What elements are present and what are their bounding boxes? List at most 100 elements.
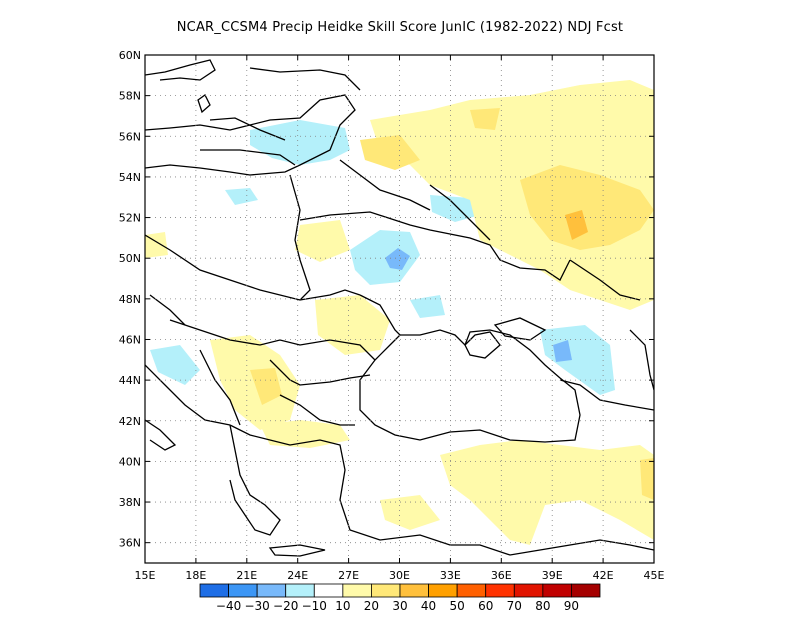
colorbar-swatch bbox=[513, 583, 544, 598]
x-tick-label: 42E bbox=[593, 569, 614, 582]
skill-patch bbox=[150, 345, 200, 385]
y-tick-label: 44N bbox=[119, 374, 141, 387]
skill-patch bbox=[145, 232, 168, 258]
coastlines-borders bbox=[145, 59, 654, 557]
colorbar-label: 40 bbox=[421, 599, 436, 613]
skill-patch bbox=[440, 440, 654, 545]
black-sea-coast bbox=[359, 329, 581, 443]
skill-patch bbox=[640, 458, 654, 500]
x-tick-label: 33E bbox=[440, 569, 461, 582]
colorbar-label: −30 bbox=[244, 599, 269, 613]
y-tick-label: 38N bbox=[119, 496, 141, 509]
skill-patch bbox=[540, 325, 615, 395]
skill-patch bbox=[553, 340, 572, 362]
x-tick-label: 45E bbox=[644, 569, 665, 582]
skill-patch bbox=[225, 188, 258, 205]
colorbar-swatch bbox=[285, 583, 315, 598]
country-border bbox=[339, 159, 431, 211]
skill-patch bbox=[360, 135, 420, 170]
colorbar-swatch bbox=[256, 583, 287, 598]
aegean-coast bbox=[229, 424, 654, 556]
crimea-coast bbox=[464, 331, 501, 359]
skill-patch bbox=[370, 80, 654, 310]
colorbar-swatch bbox=[399, 583, 429, 598]
y-tick-label: 52N bbox=[119, 212, 141, 225]
azov-coast bbox=[493, 317, 547, 341]
skill-patch bbox=[350, 230, 420, 285]
colorbar-swatch bbox=[371, 583, 401, 598]
colorbar-label: 30 bbox=[392, 599, 407, 613]
skill-shading bbox=[145, 80, 654, 545]
x-tick-label: 21E bbox=[236, 569, 257, 582]
y-tick-label: 42N bbox=[119, 415, 141, 428]
colorbar-label: −10 bbox=[302, 599, 327, 613]
x-tick-label: 36E bbox=[491, 569, 512, 582]
caspian-coast bbox=[629, 329, 654, 391]
skill-patch bbox=[410, 295, 445, 318]
colorbar-swatch bbox=[228, 583, 258, 598]
colorbar-swatch bbox=[313, 583, 344, 598]
colorbar-label: 70 bbox=[507, 599, 522, 613]
y-tick-label: 54N bbox=[119, 171, 141, 184]
x-tick-label: 18E bbox=[185, 569, 206, 582]
colorbar-label: 60 bbox=[478, 599, 493, 613]
gotland bbox=[197, 94, 211, 114]
country-border bbox=[429, 184, 491, 241]
y-tick-label: 58N bbox=[119, 90, 141, 103]
colorbar-label: 90 bbox=[564, 599, 579, 613]
colorbar-labels: −40 −30 −20 −10 10 20 30 40 50 60 70 80 90 bbox=[216, 599, 579, 613]
country-border bbox=[299, 211, 571, 281]
colorbar-swatch bbox=[456, 583, 487, 598]
y-axis: 36N 38N 40N 42N 44N 46N 48N 50N 52N 54N 56N 58N 60N bbox=[119, 49, 654, 550]
country-border bbox=[209, 117, 286, 141]
crete bbox=[268, 544, 326, 557]
x-tick-label: 24E bbox=[287, 569, 308, 582]
adriatic-coast bbox=[145, 364, 231, 426]
colorbar-label: 10 bbox=[335, 599, 350, 613]
colorbar-label: 80 bbox=[535, 599, 550, 613]
country-border bbox=[279, 394, 355, 426]
finland-coast bbox=[249, 67, 361, 91]
y-tick-label: 40N bbox=[119, 455, 141, 468]
colorbar-swatch bbox=[542, 583, 572, 598]
colorbar bbox=[199, 583, 601, 598]
colorbar-swatch bbox=[199, 583, 229, 598]
country-border bbox=[200, 149, 296, 166]
y-tick-label: 56N bbox=[119, 130, 141, 143]
skill-patch bbox=[295, 220, 350, 262]
x-tick-label: 15E bbox=[135, 569, 156, 582]
greece-coast bbox=[229, 424, 281, 536]
chart-title: NCAR_CCSM4 Precip Heidke Skill Score Jun… bbox=[176, 20, 624, 35]
y-tick-label: 48N bbox=[119, 293, 141, 306]
skill-patch bbox=[260, 420, 350, 448]
skill-patch bbox=[520, 165, 654, 250]
country-border bbox=[569, 259, 641, 301]
x-tick-label: 27E bbox=[338, 569, 359, 582]
colorbar-label: 20 bbox=[364, 599, 379, 613]
colorbar-label: 50 bbox=[450, 599, 465, 613]
baltic-coastline bbox=[145, 94, 356, 176]
scandinavia-coast bbox=[145, 59, 216, 81]
country-border bbox=[199, 349, 241, 426]
y-tick-label: 36N bbox=[119, 537, 141, 550]
x-tick-label: 39E bbox=[542, 569, 563, 582]
italy-coast bbox=[145, 419, 177, 451]
x-tick-label: 30E bbox=[389, 569, 410, 582]
colorbar-swatch bbox=[485, 583, 515, 598]
colorbar-swatch bbox=[428, 583, 458, 598]
colorbar-label: −40 bbox=[216, 599, 241, 613]
country-border bbox=[269, 359, 371, 386]
country-border bbox=[559, 379, 654, 411]
colorbar-swatch bbox=[571, 583, 601, 598]
colorbar-swatch bbox=[342, 583, 372, 598]
country-border bbox=[169, 319, 376, 361]
skill-patch bbox=[380, 495, 440, 530]
y-tick-label: 50N bbox=[119, 252, 141, 265]
skill-patch bbox=[430, 195, 480, 222]
skill-patch bbox=[470, 108, 500, 130]
y-tick-label: 46N bbox=[119, 333, 141, 346]
skill-patch bbox=[250, 368, 282, 405]
country-border bbox=[145, 234, 361, 301]
colorbar-label: −20 bbox=[273, 599, 298, 613]
